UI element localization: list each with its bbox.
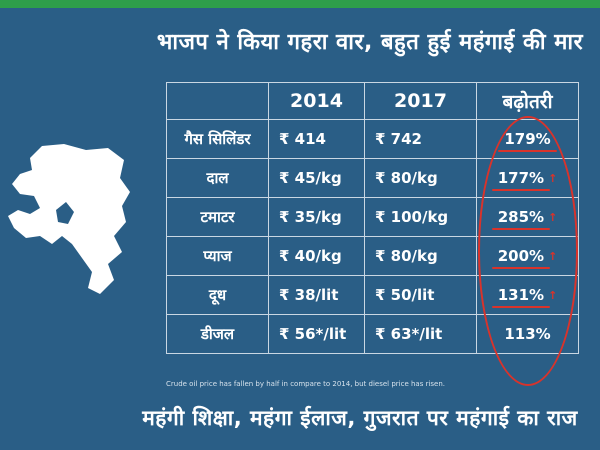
- price-2017: ₹ 742: [364, 119, 477, 159]
- item-name: दूध: [166, 275, 269, 315]
- price-2017: ₹ 80/kg: [364, 158, 477, 198]
- item-name: टमाटर: [166, 197, 269, 237]
- footnote: Crude oil price has fallen by half in co…: [166, 380, 446, 388]
- price-2014: ₹ 35/kg: [268, 197, 365, 237]
- item-name: प्याज: [166, 236, 269, 276]
- header-2014: 2014: [268, 82, 365, 120]
- header-2017: 2017: [364, 82, 477, 120]
- header-item: [166, 82, 269, 120]
- item-name: डीजल: [166, 314, 269, 354]
- header-increase: बढ़ोतरी: [476, 82, 579, 120]
- item-name: गैस सिलिंडर: [166, 119, 269, 159]
- price-2017: ₹ 50/lit: [364, 275, 477, 315]
- price-2014: ₹ 414: [268, 119, 365, 159]
- price-2017: ₹ 100/kg: [364, 197, 477, 237]
- price-2017: ₹ 80/kg: [364, 236, 477, 276]
- headline: भाजप ने किया गहरा वार, बहुत हुई महंगाई क…: [156, 30, 584, 55]
- top-green-stripe: [0, 0, 600, 8]
- gujarat-map-icon: [8, 144, 130, 294]
- price-2014: ₹ 38/lit: [268, 275, 365, 315]
- red-circle-annotation: [478, 116, 578, 386]
- price-2014: ₹ 56*/lit: [268, 314, 365, 354]
- item-name: दाल: [166, 158, 269, 198]
- bottom-slogan: महंगी शिक्षा, महंगा ईलाज, गुजरात पर महंग…: [142, 406, 578, 430]
- table-header-row: 2014 2017 बढ़ोतरी: [166, 82, 579, 120]
- price-2014: ₹ 45/kg: [268, 158, 365, 198]
- price-2014: ₹ 40/kg: [268, 236, 365, 276]
- price-2017: ₹ 63*/lit: [364, 314, 477, 354]
